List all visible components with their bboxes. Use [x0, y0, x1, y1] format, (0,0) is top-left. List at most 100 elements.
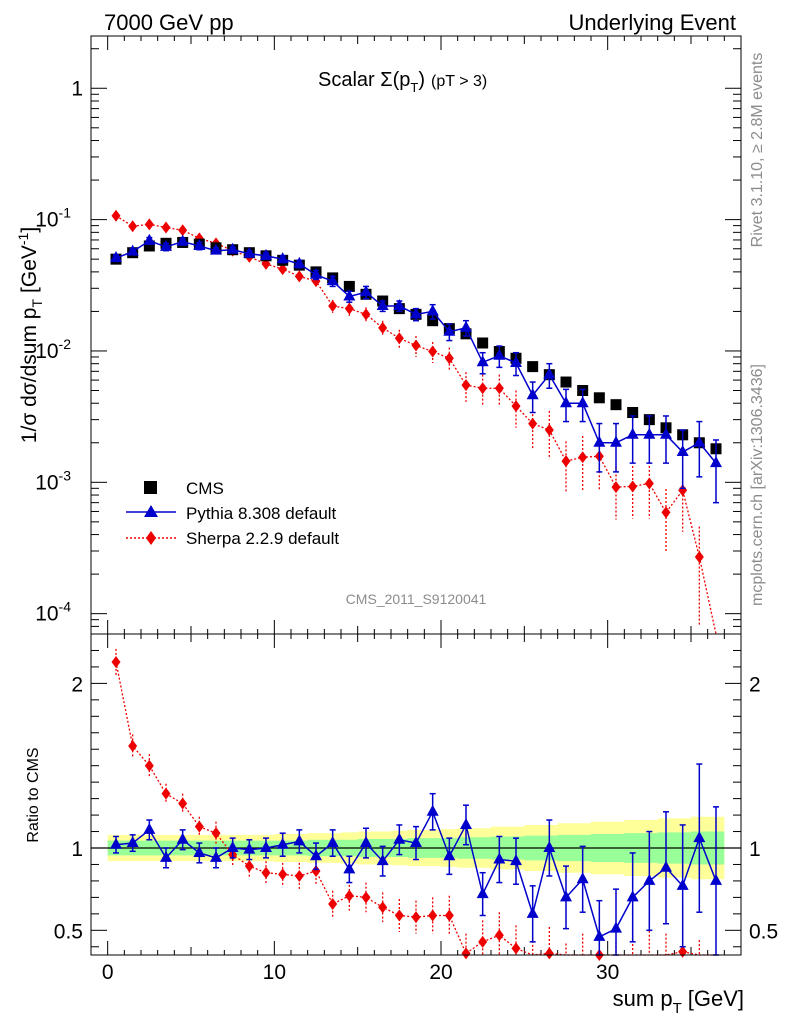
pythia-point — [543, 367, 556, 379]
analysis-label: CMS_2011_S9120041 — [346, 591, 487, 607]
pythia-point — [693, 435, 706, 447]
sherpa-point — [378, 321, 388, 334]
ratio-pythia-point — [376, 854, 389, 866]
ratio-sherpa-point — [144, 759, 154, 772]
pythia-point — [460, 320, 472, 332]
ratio-ytick-label-left: 0.5 — [54, 920, 83, 943]
ratio-pythia-point — [326, 836, 339, 848]
ratio-pythia-point — [626, 890, 639, 902]
pythia-point — [526, 388, 539, 400]
ytick-mantissa: 10 — [35, 603, 58, 626]
sherpa-point — [661, 506, 671, 519]
sherpa-point — [644, 477, 654, 490]
ratio-series-pythia — [110, 763, 722, 956]
cms-point — [143, 240, 155, 252]
ratio-pythia-point — [310, 849, 322, 861]
series-pythia — [110, 233, 722, 504]
ratio-pythia-point — [193, 845, 206, 857]
series-sherpa — [111, 209, 717, 635]
cms-point — [527, 361, 539, 373]
main-ytick-label: 1 — [71, 77, 83, 100]
ratio-sherpa-point — [261, 866, 271, 879]
ylabel-sub: T — [29, 299, 45, 308]
pythia-point — [326, 274, 339, 286]
ratio-panel: 0.5 0.51 12 20 10 20 30 — [54, 633, 778, 984]
pythia-point — [110, 251, 122, 263]
pythia-point — [143, 233, 156, 245]
ratio-pythia-point — [576, 872, 589, 884]
sherpa-point — [394, 332, 404, 345]
pythia-point — [426, 304, 439, 316]
main-ytick-label: 10-2 — [35, 336, 71, 363]
sherpa-point — [328, 299, 338, 312]
ratio-pythia-point — [343, 862, 356, 874]
pythia-point — [276, 252, 289, 264]
pythia-point — [410, 307, 422, 319]
pythia-point — [493, 348, 506, 360]
header-left: 7000 GeV pp — [104, 10, 234, 35]
pythia-point — [126, 244, 139, 256]
pythia-point — [560, 396, 572, 408]
pythia-point — [593, 435, 606, 447]
ratio-pythia-point — [593, 929, 606, 941]
ratio-pythia-point — [426, 804, 439, 816]
ratio-pythia-point — [710, 873, 722, 885]
ylabel-close: ] — [18, 227, 41, 233]
pythia-point — [260, 248, 272, 260]
ratio-sherpa-point — [361, 891, 371, 904]
ratio-pythia-point — [110, 837, 122, 849]
sherpa-point — [294, 270, 304, 283]
ytick-exponent: -4 — [59, 599, 72, 615]
ratio-sherpa-point — [461, 947, 471, 960]
sherpa-point — [128, 220, 138, 233]
sherpa-point — [678, 484, 688, 497]
pythia-point — [626, 427, 639, 439]
ratio-pythia-point — [293, 834, 306, 846]
pythia-point — [710, 456, 722, 468]
ratio-sherpa-point — [178, 797, 188, 810]
ytick-exponent: -3 — [59, 467, 72, 483]
pythia-point — [226, 242, 239, 254]
title-close: ) — [418, 69, 425, 91]
ylabel-main: 1/σ dσ/dsum p — [18, 308, 41, 444]
pythia-point — [443, 324, 456, 336]
cms-point — [427, 315, 439, 327]
main-title: Scalar Σ(pT) (pT > 3) — [318, 69, 487, 95]
ytick-exponent: -2 — [59, 336, 72, 352]
ytick-mantissa: 10 — [35, 471, 58, 494]
ratio-pythia-point — [543, 841, 556, 852]
ratio-pythia-point — [460, 817, 472, 829]
ratio-pythia-point — [176, 832, 189, 844]
ratio-pythia-point — [276, 837, 289, 849]
pythia-point — [393, 298, 406, 310]
sherpa-point — [178, 224, 188, 237]
title-cut: (pT > 3) — [431, 73, 487, 90]
ratio-ytick-label-left: 2 — [71, 673, 83, 696]
ratio-sherpa-point — [278, 868, 288, 881]
ratio-pythia-point — [143, 822, 156, 834]
pythia-point — [360, 285, 372, 297]
ratio-pythia-point — [243, 842, 256, 854]
ratio-pythia-point — [360, 836, 372, 848]
ratio-pythia-point — [676, 878, 689, 890]
xtick-label: 20 — [429, 961, 452, 984]
pythia-line — [115, 239, 717, 464]
ratio-sherpa-point — [194, 820, 204, 833]
ratio-sherpa-point — [511, 942, 521, 955]
xlabel-sub: T — [673, 1000, 682, 1017]
ratio-series-sherpa — [111, 648, 716, 961]
ratio-ytick-label-right: 2 — [749, 673, 761, 696]
mcplots-label: mcplots.cern.ch [arXiv:1306.3436] — [749, 364, 766, 606]
sherpa-point — [561, 455, 571, 468]
sherpa-point — [511, 400, 521, 413]
ratio-sherpa-point — [444, 909, 454, 922]
ratio-ytick-label-right: 0.5 — [749, 920, 778, 943]
xlabel-main: sum p — [613, 986, 673, 1011]
header-right: Underlying Event — [568, 10, 736, 35]
pythia-point — [160, 239, 172, 251]
pythia-point — [243, 246, 256, 258]
sherpa-point — [528, 417, 538, 430]
ratio-pythia-point — [410, 836, 422, 848]
ratio-ylabel: Ratio to CMS — [25, 747, 42, 842]
cms-point — [610, 399, 622, 411]
